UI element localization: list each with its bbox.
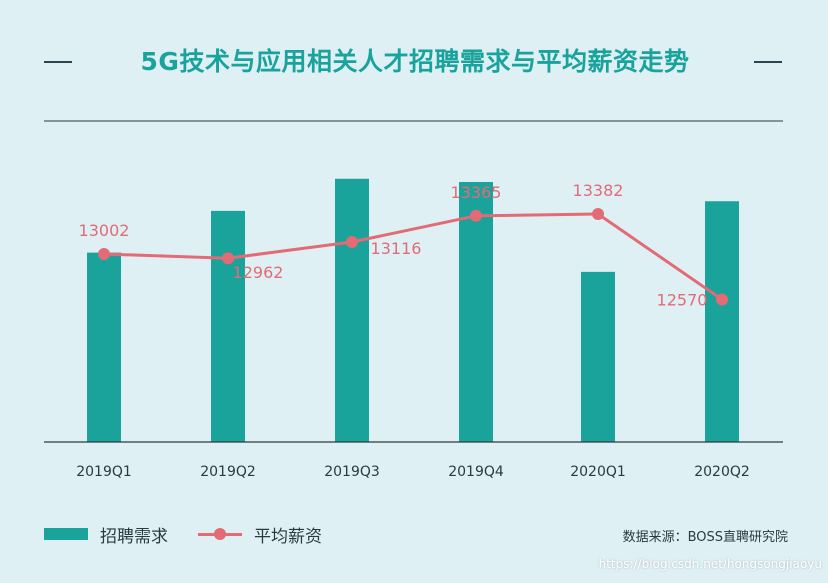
bar-2019Q2 — [211, 210, 245, 442]
legend-label-salary: 平均薪资 — [254, 526, 322, 547]
salary-data-label: 13365 — [451, 183, 502, 202]
source-note: 数据来源：BOSS直聘研究院 — [622, 530, 788, 545]
bar-2019Q3 — [335, 178, 369, 442]
salary-point-2019Q1 — [98, 248, 110, 260]
salary-data-label: 13116 — [371, 239, 422, 258]
salary-data-label: 12962 — [233, 263, 284, 282]
x-tick-label: 2020Q2 — [694, 464, 750, 480]
bar-2020Q2 — [705, 201, 739, 442]
x-tick-label: 2020Q1 — [570, 464, 626, 480]
salary-point-2020Q2 — [716, 293, 728, 306]
x-tick-labels: 2019Q1 2019Q2 2019Q3 2019Q4 2020Q1 2020Q2 — [76, 464, 750, 480]
bar-2019Q4 — [459, 181, 493, 443]
salary-data-label: 13382 — [573, 181, 624, 200]
legend-line-swatch — [198, 527, 242, 541]
legend-label-demand: 招聘需求 — [100, 526, 168, 547]
x-tick-label: 2019Q2 — [200, 464, 256, 480]
chart-title: 5G技术与应用相关人才招聘需求与平均薪资走势 — [140, 47, 690, 76]
salary-line — [103, 212, 723, 301]
data-labels-group: 13002 12962 13116 13365 13382 12570 — [79, 181, 708, 309]
title-dash-right — [754, 61, 782, 63]
chart-title-area: 5G技术与应用相关人才招聘需求与平均薪资走势 — [0, 40, 828, 84]
watermark-url: https://blog.csdn.net/hongsongjiaoyu — [598, 557, 822, 571]
salary-line-group — [98, 208, 728, 306]
legend-bar-swatch — [44, 528, 88, 540]
salary-data-label: 13002 — [79, 221, 130, 240]
bar-2020Q1 — [581, 271, 615, 442]
salary-point-2020Q1 — [592, 208, 604, 221]
bars-group — [87, 178, 739, 443]
legend: 招聘需求 平均薪资 — [44, 519, 352, 549]
bar-2019Q1 — [87, 252, 121, 442]
legend-item-salary: 平均薪资 — [198, 522, 322, 547]
legend-item-demand: 招聘需求 — [44, 522, 168, 547]
salary-point-2019Q3 — [346, 236, 358, 249]
x-tick-label: 2019Q1 — [76, 464, 132, 480]
title-dash-left — [44, 61, 72, 63]
x-tick-label: 2019Q3 — [324, 464, 380, 480]
salary-point-2019Q2 — [222, 252, 234, 265]
salary-point-2019Q4 — [470, 209, 482, 222]
salary-data-label: 12570 — [657, 290, 708, 309]
x-tick-label: 2019Q4 — [448, 464, 504, 480]
